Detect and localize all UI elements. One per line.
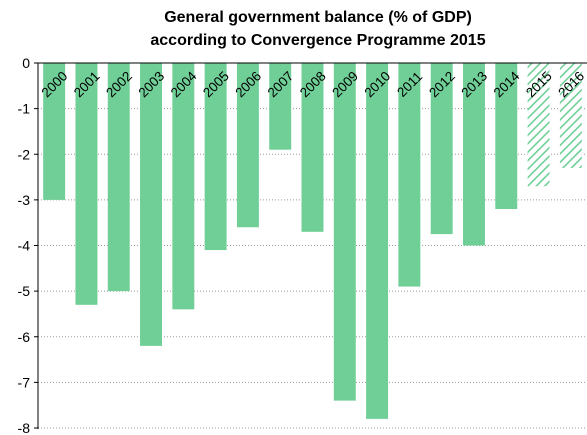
y-tick-label: -8 xyxy=(18,420,31,435)
forecast-bar xyxy=(527,63,550,187)
chart-title-line-1: General government balance (% of GDP) xyxy=(164,9,472,26)
y-tick-label: -7 xyxy=(18,374,31,390)
y-tick-label: -4 xyxy=(18,238,31,254)
bar xyxy=(366,63,389,419)
y-axis xyxy=(34,62,587,429)
bar xyxy=(462,63,485,246)
bar xyxy=(301,63,324,232)
y-tick-labels: 0 -1 -2 -3 -4 -5 -6 -7 -8 xyxy=(18,55,31,435)
forecast-bar xyxy=(559,63,582,168)
y-tick-label: -1 xyxy=(18,101,31,117)
bar xyxy=(269,63,292,150)
bar xyxy=(398,63,421,287)
y-tick-label: -5 xyxy=(18,283,31,299)
bar xyxy=(43,63,66,200)
bar xyxy=(75,63,98,305)
bar xyxy=(495,63,518,209)
bar xyxy=(107,63,130,292)
bar xyxy=(172,63,195,310)
y-tick-label: -6 xyxy=(18,329,31,345)
bar xyxy=(333,63,356,401)
bar xyxy=(430,63,453,235)
bar xyxy=(236,63,259,228)
bar xyxy=(140,63,163,346)
bars xyxy=(43,63,582,419)
y-tick-label: 0 xyxy=(22,55,30,71)
y-tick-label: -2 xyxy=(18,146,31,162)
y-tick-label: -3 xyxy=(18,192,31,208)
bar xyxy=(204,63,227,251)
chart-title-line-2: according to Convergence Programme 2015 xyxy=(150,32,485,49)
